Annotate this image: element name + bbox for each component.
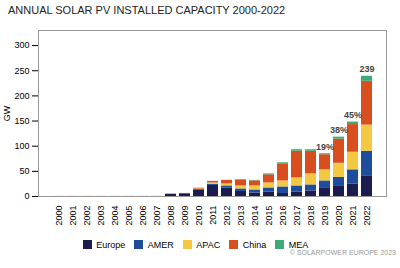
svg-text:2009: 2009: [180, 206, 190, 226]
svg-text:2006: 2006: [138, 206, 148, 226]
svg-text:0: 0: [24, 191, 29, 201]
svg-text:38%: 38%: [330, 125, 348, 135]
html-text:China: China: [242, 239, 267, 250]
svg-text:2005: 2005: [124, 206, 134, 226]
svg-text:100: 100: [14, 141, 29, 151]
html-text:MEA: MEA: [288, 239, 309, 250]
svg-text:50: 50: [19, 166, 29, 176]
svg-text:2004: 2004: [110, 206, 120, 226]
svg-text:2016: 2016: [278, 206, 288, 226]
html-text:Europe: Europe: [96, 239, 126, 250]
svg-text:239: 239: [359, 64, 374, 74]
svg-text:2019: 2019: [320, 206, 330, 226]
svg-text:45%: 45%: [344, 110, 362, 120]
svg-text:GW: GW: [2, 105, 12, 121]
svg-text:300: 300: [14, 40, 29, 50]
svg-text:250: 250: [14, 66, 29, 76]
svg-text:2015: 2015: [264, 206, 274, 226]
html-text:AMER: AMER: [147, 239, 174, 250]
svg-text:2017: 2017: [292, 206, 302, 226]
svg-text:2000: 2000: [54, 206, 64, 226]
svg-text:2014: 2014: [250, 206, 260, 226]
svg-text:2020: 2020: [334, 206, 344, 226]
svg-text:2003: 2003: [96, 206, 106, 226]
svg-text:2021: 2021: [348, 206, 358, 226]
html-text:© SOLARPOWER EUROPE 2023: © SOLARPOWER EUROPE 2023: [289, 249, 396, 256]
svg-text:2018: 2018: [306, 206, 316, 226]
svg-text:2012: 2012: [222, 206, 232, 226]
svg-text:2011: 2011: [208, 206, 218, 225]
svg-text:2007: 2007: [152, 206, 162, 226]
svg-text:19%: 19%: [316, 142, 334, 152]
html-text:ANNUAL SOLAR PV INSTALLED CAPA: ANNUAL SOLAR PV INSTALLED CAPACITY 2000-…: [8, 4, 286, 16]
html-text:APAC: APAC: [196, 239, 221, 250]
svg-text:2022: 2022: [362, 206, 372, 226]
svg-text:2010: 2010: [194, 206, 204, 226]
svg-text:2002: 2002: [82, 206, 92, 226]
svg-text:2013: 2013: [236, 206, 246, 226]
svg-text:2008: 2008: [166, 206, 176, 226]
svg-text:150: 150: [14, 116, 29, 126]
svg-text:2001: 2001: [68, 206, 78, 226]
svg-text:200: 200: [14, 91, 29, 101]
